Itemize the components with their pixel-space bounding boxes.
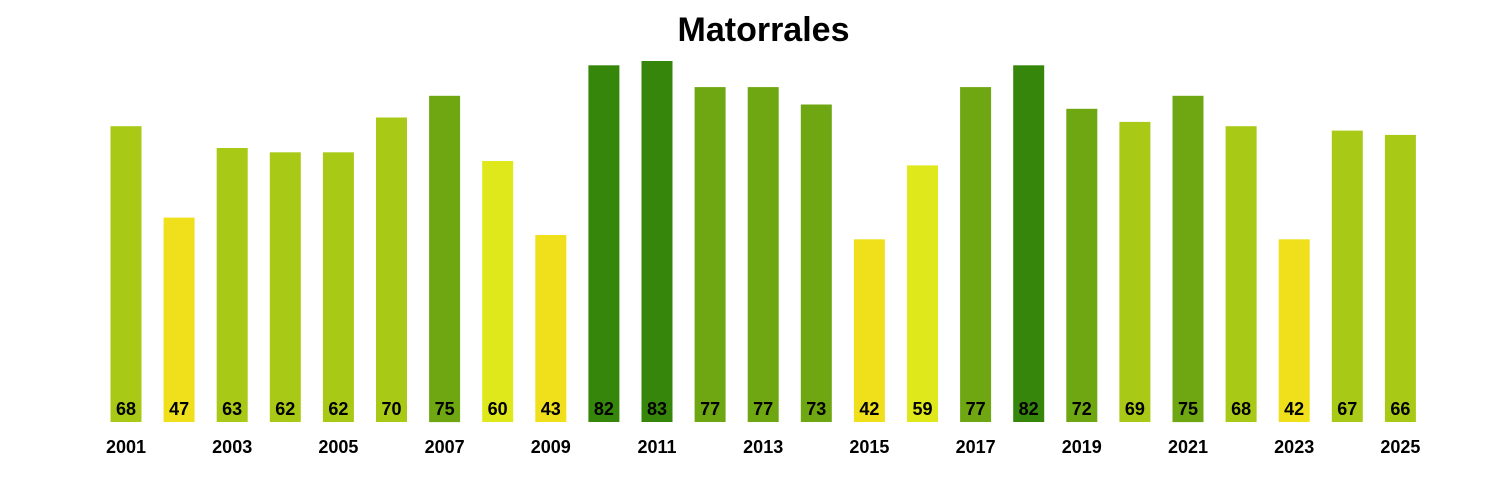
value-label-2008: 60 bbox=[488, 399, 508, 419]
x-tick-label-2015: 2015 bbox=[849, 437, 889, 457]
value-label-2004: 62 bbox=[275, 399, 295, 419]
x-tick-label-2009: 2009 bbox=[531, 437, 571, 457]
x-tick-label-2017: 2017 bbox=[956, 437, 996, 457]
chart-title: Matorrales bbox=[677, 11, 850, 49]
value-label-2024: 67 bbox=[1337, 399, 1357, 419]
bar-2009 bbox=[535, 235, 567, 422]
bar-2003 bbox=[216, 148, 248, 422]
value-label-2023: 42 bbox=[1284, 399, 1304, 419]
bar-2016 bbox=[907, 165, 938, 422]
bar-2024 bbox=[1331, 130, 1363, 422]
value-label-2020: 69 bbox=[1125, 399, 1145, 419]
value-label-2015: 42 bbox=[859, 399, 879, 419]
value-label-2002: 47 bbox=[169, 399, 189, 419]
value-label-2011: 83 bbox=[647, 399, 667, 419]
value-label-2016: 59 bbox=[912, 399, 932, 419]
bar-2012 bbox=[694, 87, 726, 422]
value-label-2003: 63 bbox=[222, 399, 242, 419]
bar-2002 bbox=[163, 217, 195, 422]
value-label-2012: 77 bbox=[700, 399, 720, 419]
bar-2014 bbox=[800, 104, 832, 422]
value-label-2007: 75 bbox=[435, 399, 455, 419]
bar-2001 bbox=[110, 126, 142, 422]
bar-2010 bbox=[588, 65, 620, 423]
bar-2020 bbox=[1119, 121, 1151, 423]
value-label-2022: 68 bbox=[1231, 399, 1251, 419]
bar-2018 bbox=[1013, 65, 1045, 423]
value-label-2014: 73 bbox=[806, 399, 826, 419]
x-tick-label-2011: 2011 bbox=[637, 437, 676, 457]
bar-2022 bbox=[1225, 126, 1257, 422]
x-tick-label-2025: 2025 bbox=[1380, 437, 1420, 457]
value-label-2005: 62 bbox=[328, 399, 348, 419]
bar-2021 bbox=[1172, 95, 1204, 423]
x-tick-label-2019: 2019 bbox=[1062, 437, 1102, 457]
x-tick-label-2001: 2001 bbox=[106, 437, 146, 457]
bar-2008 bbox=[482, 161, 514, 422]
value-label-2010: 82 bbox=[594, 399, 614, 419]
bar-2019 bbox=[1066, 108, 1098, 423]
value-label-2006: 70 bbox=[381, 399, 401, 419]
value-label-2009: 43 bbox=[541, 399, 561, 419]
value-label-2018: 82 bbox=[1019, 399, 1039, 419]
bar-2025 bbox=[1384, 134, 1416, 422]
value-label-2013: 77 bbox=[753, 399, 773, 419]
x-tick-label-2003: 2003 bbox=[212, 437, 252, 457]
value-label-2025: 66 bbox=[1390, 399, 1410, 419]
bar-2013 bbox=[747, 87, 779, 422]
x-tick-label-2007: 2007 bbox=[425, 437, 465, 457]
bar-2015 bbox=[853, 239, 885, 422]
bar-2007 bbox=[429, 95, 461, 423]
bar-2005 bbox=[322, 152, 354, 423]
x-tick-label-2013: 2013 bbox=[743, 437, 783, 457]
x-tick-label-2021: 2021 bbox=[1168, 437, 1208, 457]
value-label-2019: 72 bbox=[1072, 399, 1092, 419]
value-label-2017: 77 bbox=[966, 399, 986, 419]
x-tick-label-2023: 2023 bbox=[1274, 437, 1314, 457]
value-label-2001: 68 bbox=[116, 399, 136, 419]
bar-2017 bbox=[960, 87, 992, 422]
bar-2004 bbox=[269, 152, 301, 423]
bar-2023 bbox=[1278, 239, 1310, 422]
x-tick-label-2005: 2005 bbox=[318, 437, 358, 457]
bar-2006 bbox=[376, 117, 407, 422]
bar-2011 bbox=[641, 61, 673, 422]
value-label-2021: 75 bbox=[1178, 399, 1198, 419]
